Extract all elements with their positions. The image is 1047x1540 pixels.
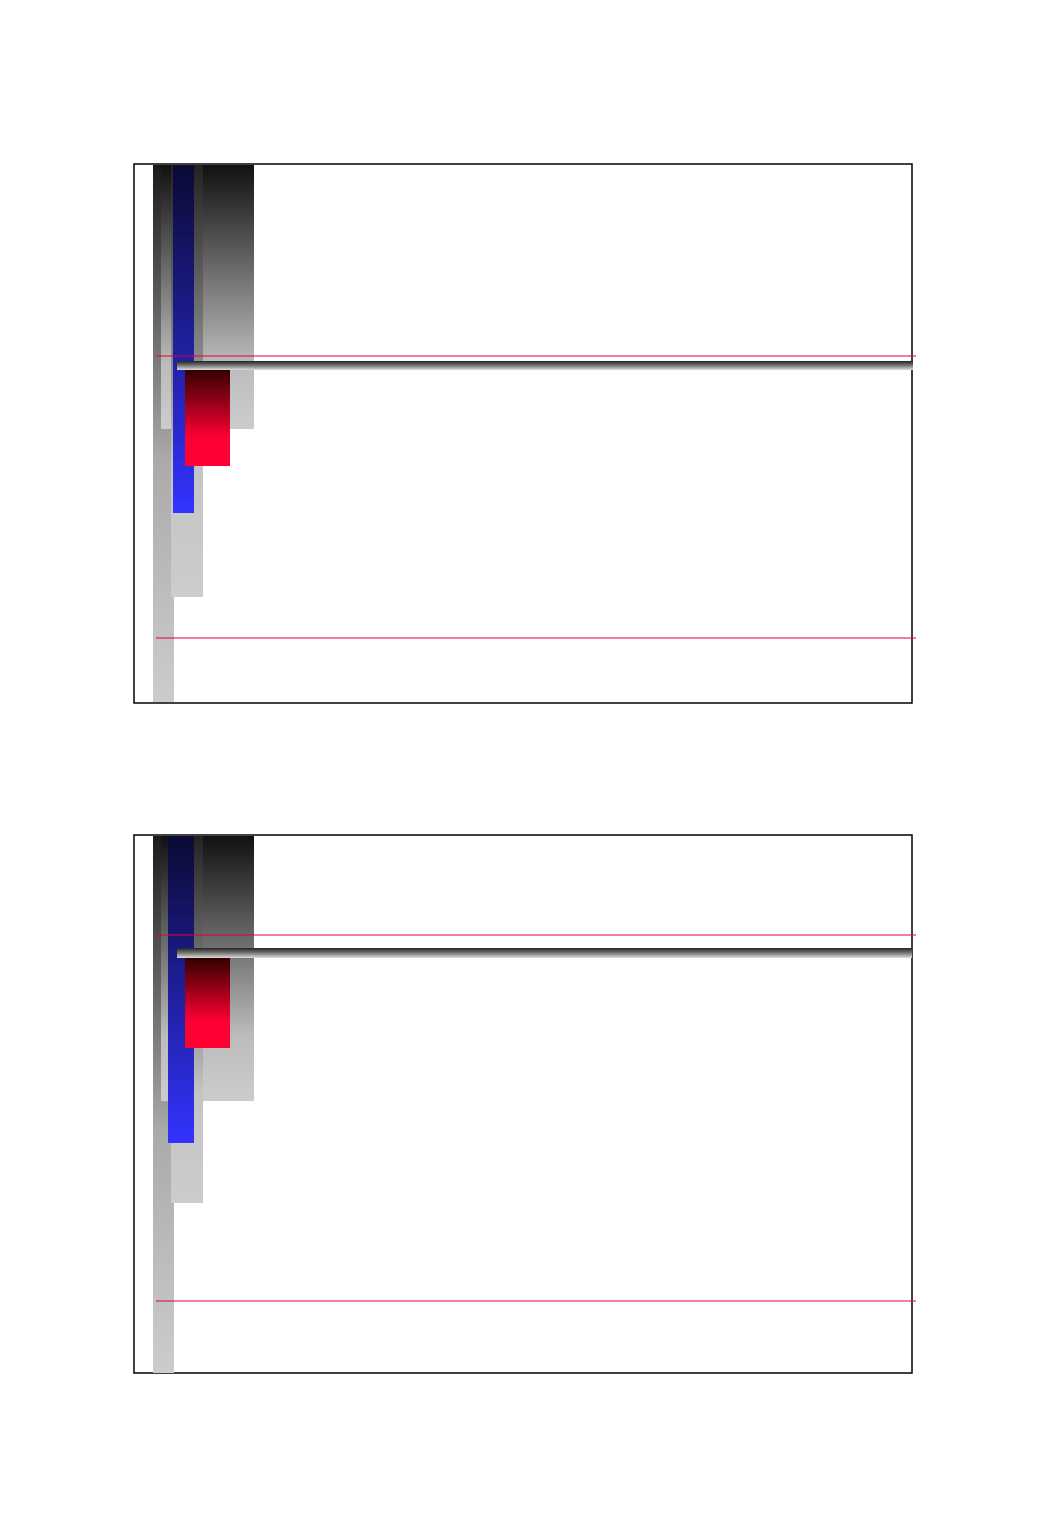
slide-border — [133, 834, 913, 1374]
slide-frame — [133, 163, 916, 704]
title-bar — [177, 361, 913, 370]
title-bar — [177, 948, 912, 958]
slide-border — [133, 163, 913, 704]
decor-box — [185, 370, 230, 466]
slide-frame — [133, 834, 916, 1374]
decor-box — [185, 958, 230, 1048]
